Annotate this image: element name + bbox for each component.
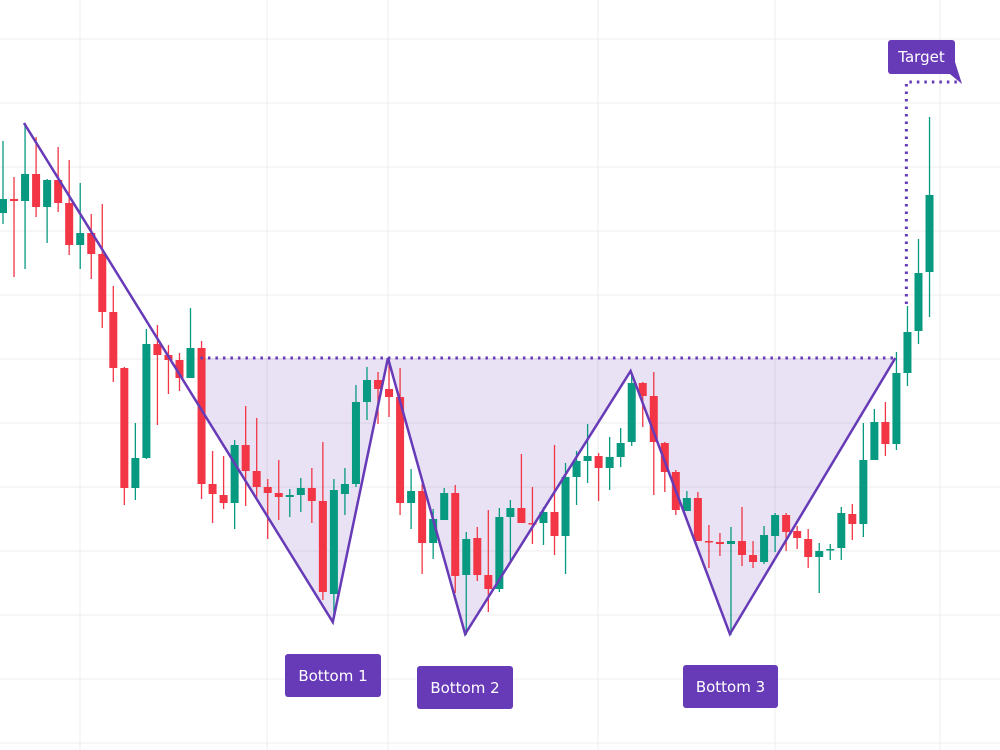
candle-up [815,551,824,557]
pattern-fill-area [200,358,896,634]
candle-up [506,508,515,517]
bottom-3-label: Bottom 3 [683,665,778,708]
candle-up [605,457,614,468]
candle-up [914,273,923,331]
candle-up [760,535,769,562]
candle-down [848,514,857,524]
candle-down [804,539,813,557]
candle-down [793,531,802,538]
candle-down [473,538,482,575]
candle-down [704,541,713,543]
candle-up [186,348,195,378]
candle-up [682,498,691,511]
candle-up [43,180,52,207]
pattern-lines [22,80,962,638]
candle-up [230,445,239,503]
candle-up [572,461,581,477]
candle-up [362,380,371,402]
candle-up [583,456,592,461]
candle-up [627,383,636,442]
candle-down [738,541,747,555]
target-line [904,80,962,304]
candle-down [208,484,217,494]
candle-down [175,360,184,378]
candle-down [385,389,394,397]
candle-up [440,493,449,520]
candle-down [241,445,250,471]
candle-up [76,233,85,245]
candle-up [131,458,140,488]
candle-down [649,396,658,442]
candle-down [109,312,118,368]
candle-down [693,498,702,541]
candle-down [638,383,647,396]
candle-down [197,348,206,484]
candle-down [517,508,526,523]
candle-up [771,515,780,536]
candle-down [881,422,890,444]
candle-down [307,488,316,501]
candle-up [462,539,471,575]
candle-down [87,233,96,254]
candle-down [65,203,74,245]
candle-down [594,456,603,468]
candle-down [528,523,537,525]
candle-down [219,495,228,503]
candle-up [539,512,548,523]
candle-up [903,332,912,373]
candle-up [495,517,504,589]
target-label: Target [888,40,955,74]
candle-down [396,397,405,503]
candles [0,117,934,635]
candle-up [296,488,305,495]
candle-down [32,174,41,207]
candle-up [892,373,901,444]
candle-up [925,195,934,272]
candle-up [329,490,338,594]
bottom-1-label: Bottom 1 [285,654,381,697]
candle-up [0,199,7,213]
candle-down [263,487,272,493]
candle-up [870,422,879,460]
candle-up [340,484,349,494]
candle-down [252,471,261,487]
candle-down [54,180,63,203]
candle-up [285,495,294,497]
candle-down [274,493,283,497]
candle-down [451,493,460,576]
bottom-2-label: Bottom 2 [417,666,513,709]
candle-up [142,344,151,458]
candle-down [660,443,669,472]
candle-down [782,515,791,532]
candle-down [120,368,129,488]
candle-up [21,174,30,201]
candle-up [351,402,360,484]
candle-down [153,344,162,355]
candle-down [749,555,758,562]
candle-up [407,491,416,503]
pattern-fill [200,358,896,634]
candle-up [561,477,570,536]
candle-down [318,501,327,592]
candle-down [550,512,559,536]
candle-up [837,513,846,548]
candle-up [429,519,438,543]
candle-up [859,460,868,524]
candle-down [418,491,427,543]
candle-down [484,575,493,589]
candle-down [374,380,383,389]
candle-up [616,443,625,457]
candle-up [826,549,835,551]
candle-down [715,542,724,544]
candle-down [10,199,19,201]
candle-up [726,541,735,544]
pattern-zigzag-line [22,122,897,638]
candle-down [98,254,107,312]
